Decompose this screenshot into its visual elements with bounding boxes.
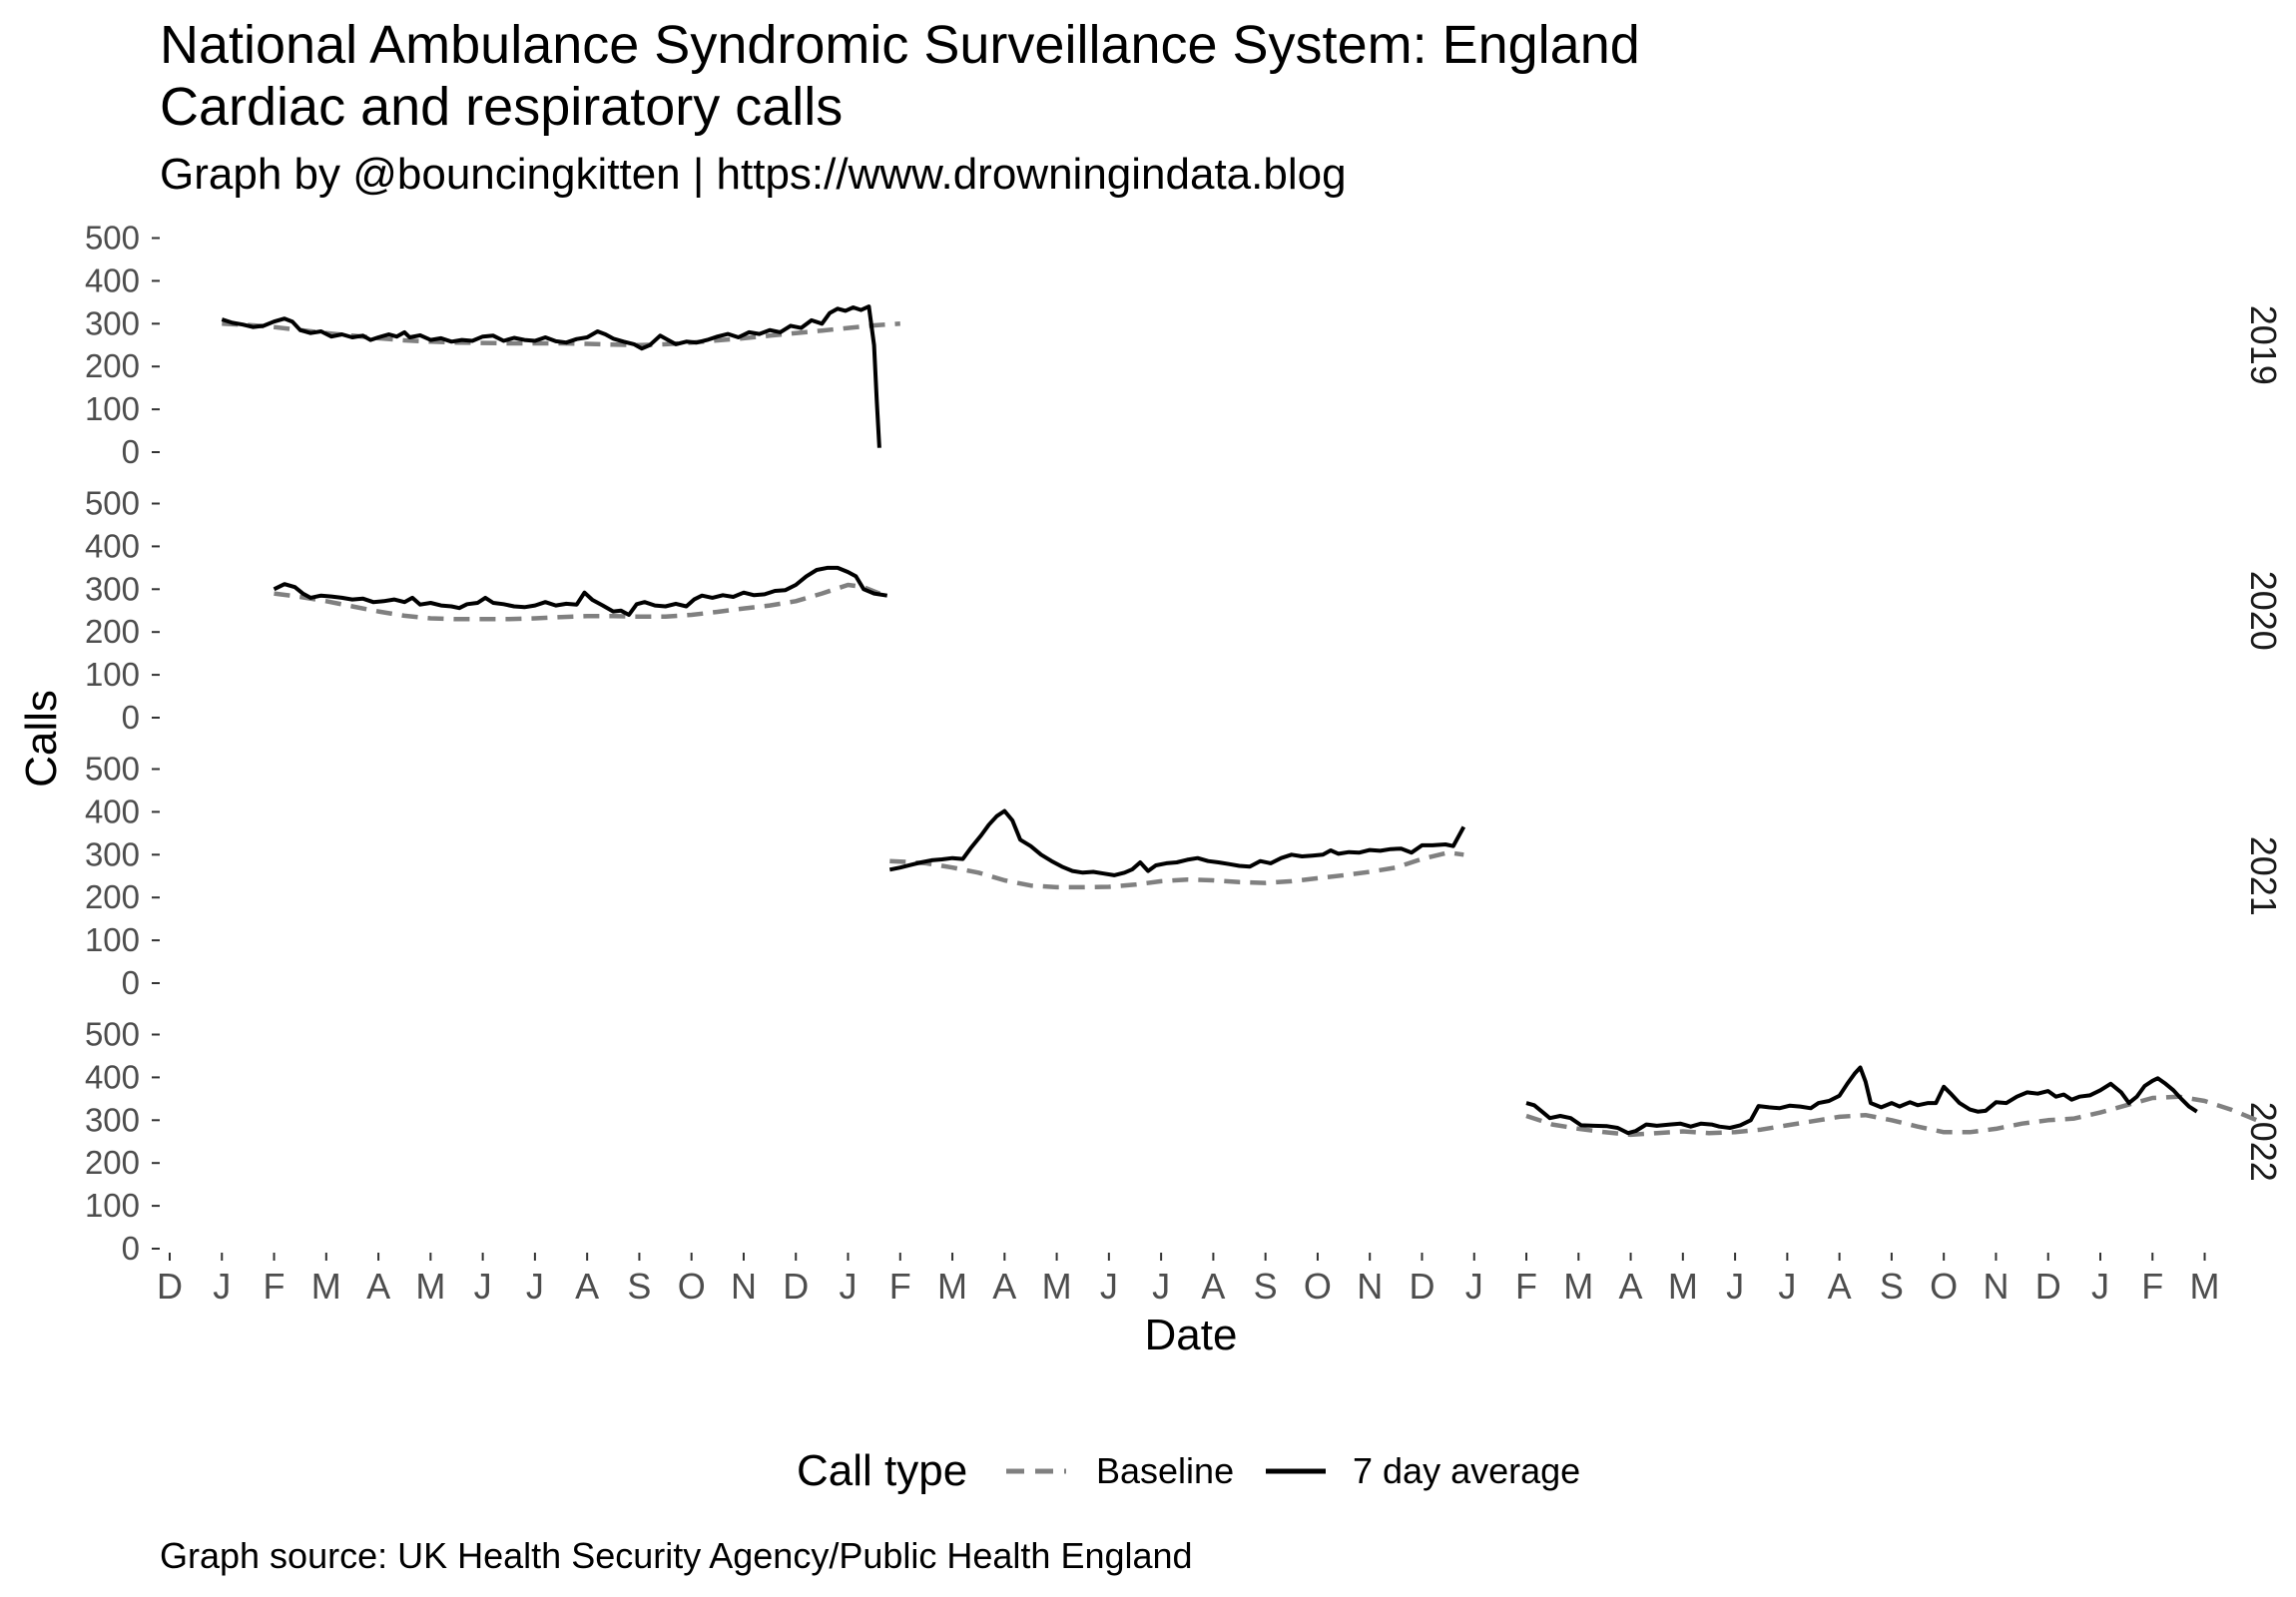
x-tick-label: M bbox=[311, 1266, 341, 1307]
strip-label-2019: 2019 bbox=[2243, 305, 2284, 385]
x-tick-label: J bbox=[1465, 1266, 1483, 1307]
y-tick-label: 400 bbox=[85, 527, 140, 564]
seven-day-average-line-2021 bbox=[888, 808, 1466, 877]
x-tick-label: D bbox=[157, 1266, 183, 1307]
y-tick-label: 500 bbox=[85, 1016, 140, 1053]
y-tick-label: 100 bbox=[85, 390, 140, 427]
y-tick-label: 0 bbox=[122, 699, 140, 736]
chart-subtitle: Graph by @bouncingkitten | https://www.d… bbox=[160, 150, 1347, 199]
legend: Call type Baseline 7 day average bbox=[797, 1446, 1580, 1495]
strip-label-2021: 2021 bbox=[2243, 836, 2284, 916]
x-tick-label: N bbox=[1357, 1266, 1383, 1307]
y-tick-label: 500 bbox=[85, 485, 140, 522]
y-tick-label: 100 bbox=[85, 656, 140, 693]
x-tick-label: M bbox=[1668, 1266, 1698, 1307]
y-tick-label: 100 bbox=[85, 921, 140, 958]
baseline-line-2021 bbox=[889, 849, 1464, 890]
x-tick-label: F bbox=[2141, 1266, 2163, 1307]
x-tick-label: M bbox=[415, 1266, 445, 1307]
chart-panels: 0 100 200 300 400 500 2019 0 100 200 300 400 500 2020… bbox=[85, 220, 2284, 1268]
x-tick-label: A bbox=[1619, 1266, 1643, 1307]
x-tick-label: A bbox=[366, 1266, 390, 1307]
y-tick-label: 300 bbox=[85, 570, 140, 607]
y-tick-label: 300 bbox=[85, 835, 140, 872]
x-axis-title: Date bbox=[1145, 1311, 1238, 1359]
x-tick-label: O bbox=[1930, 1266, 1958, 1307]
x-tick-label: A bbox=[992, 1266, 1016, 1307]
x-tick-label: M bbox=[1042, 1266, 1072, 1307]
x-tick-label: J bbox=[1726, 1266, 1744, 1307]
panel-2021: 0 100 200 300 400 500 2021 bbox=[85, 751, 2284, 1002]
x-tick-label: S bbox=[627, 1266, 651, 1307]
y-tick-label: 300 bbox=[85, 1101, 140, 1138]
chart-title: National Ambulance Syndromic Surveillanc… bbox=[160, 14, 1640, 138]
x-tick-label: D bbox=[1409, 1266, 1435, 1307]
x-tick-label: F bbox=[889, 1266, 911, 1307]
seven-day-average-line-2020 bbox=[273, 565, 888, 617]
x-tick-label: D bbox=[2035, 1266, 2061, 1307]
y-tick-label: 400 bbox=[85, 793, 140, 829]
baseline-line-2020 bbox=[274, 582, 888, 622]
panel-2020: 0 100 200 300 400 500 2020 bbox=[85, 485, 2284, 737]
strip-label-2020: 2020 bbox=[2243, 571, 2284, 651]
x-tick-label: J bbox=[1778, 1266, 1796, 1307]
chart-caption: Graph source: UK Health Security Agency/… bbox=[160, 1535, 1193, 1576]
y-tick-label: 300 bbox=[85, 304, 140, 341]
x-tick-label: S bbox=[1880, 1266, 1904, 1307]
y-tick-label: 200 bbox=[85, 878, 140, 915]
legend-title: Call type bbox=[797, 1446, 967, 1495]
x-tick-label: A bbox=[1828, 1266, 1852, 1307]
x-tick-label: J bbox=[1100, 1266, 1118, 1307]
y-tick-label: 0 bbox=[122, 1230, 140, 1267]
y-tick-label: 0 bbox=[122, 964, 140, 1001]
panel-2022: 0 100 200 300 400 500 2022 bbox=[85, 1016, 2284, 1268]
x-tick-label: O bbox=[678, 1266, 706, 1307]
chart-title-line-1: National Ambulance Syndromic Surveillanc… bbox=[160, 15, 1640, 75]
y-tick-label: 200 bbox=[85, 613, 140, 650]
x-tick-label: M bbox=[1563, 1266, 1593, 1307]
x-tick-label: J bbox=[213, 1266, 231, 1307]
panel-2019: 0 100 200 300 400 500 2019 bbox=[85, 220, 2284, 471]
x-tick-label: N bbox=[1983, 1266, 2009, 1307]
x-tick-label: M bbox=[2190, 1266, 2220, 1307]
y-tick-label: 200 bbox=[85, 1144, 140, 1181]
y-tick-label: 400 bbox=[85, 262, 140, 298]
x-tick-label: F bbox=[264, 1266, 286, 1307]
x-tick-label: M bbox=[937, 1266, 967, 1307]
x-tick-label: D bbox=[783, 1266, 809, 1307]
chart-title-line-2: Cardiac and respiratory calls bbox=[160, 77, 844, 137]
y-tick-label: 500 bbox=[85, 220, 140, 257]
y-tick-label: 500 bbox=[85, 751, 140, 788]
x-tick-label: A bbox=[1201, 1266, 1225, 1307]
x-tick-label: J bbox=[840, 1266, 858, 1307]
x-tick-label: A bbox=[575, 1266, 599, 1307]
y-tick-label: 0 bbox=[122, 433, 140, 470]
seven-day-average-line-2022 bbox=[1525, 1065, 2198, 1136]
baseline-line-2022 bbox=[1525, 1094, 2258, 1138]
x-tick-label: J bbox=[474, 1266, 492, 1307]
strip-label-2022: 2022 bbox=[2243, 1102, 2284, 1182]
x-tick-label: J bbox=[1152, 1266, 1170, 1307]
y-tick-label: 200 bbox=[85, 347, 140, 384]
x-tick-label: F bbox=[1515, 1266, 1537, 1307]
seven-day-average-line-2019 bbox=[221, 304, 881, 448]
x-tick-label: N bbox=[731, 1266, 757, 1307]
y-axis-title: Calls bbox=[17, 690, 66, 788]
y-tick-label: 400 bbox=[85, 1058, 140, 1095]
x-tick-label: O bbox=[1304, 1266, 1332, 1307]
x-tick-label: J bbox=[2091, 1266, 2109, 1307]
y-tick-label: 100 bbox=[85, 1187, 140, 1224]
legend-label-7-day-average: 7 day average bbox=[1353, 1450, 1580, 1491]
legend-label-baseline: Baseline bbox=[1096, 1450, 1234, 1491]
x-tick-label: J bbox=[526, 1266, 544, 1307]
x-tick-label: S bbox=[1254, 1266, 1278, 1307]
